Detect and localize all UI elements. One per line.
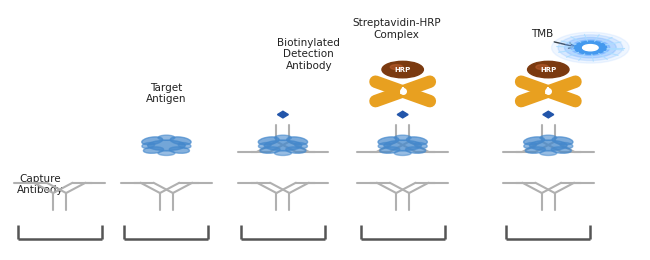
Ellipse shape (259, 142, 271, 148)
Ellipse shape (524, 137, 545, 145)
Ellipse shape (287, 137, 307, 145)
Ellipse shape (540, 151, 556, 155)
Ellipse shape (560, 142, 573, 148)
Ellipse shape (169, 147, 189, 153)
Ellipse shape (395, 151, 411, 155)
Circle shape (558, 35, 623, 61)
Text: Streptavidin-HRP
Complex: Streptavidin-HRP Complex (352, 18, 441, 40)
Circle shape (571, 40, 610, 55)
Ellipse shape (264, 140, 302, 151)
Circle shape (582, 45, 598, 51)
Ellipse shape (524, 142, 536, 148)
Polygon shape (543, 111, 554, 118)
Ellipse shape (286, 147, 306, 153)
Ellipse shape (406, 147, 426, 153)
Ellipse shape (384, 140, 421, 151)
Text: HRP: HRP (395, 67, 411, 73)
Ellipse shape (178, 142, 191, 148)
Text: HRP: HRP (540, 67, 556, 73)
Ellipse shape (551, 147, 571, 153)
Polygon shape (397, 111, 408, 118)
Ellipse shape (148, 140, 185, 151)
Text: TMB: TMB (530, 29, 553, 39)
Ellipse shape (260, 147, 280, 153)
Circle shape (564, 37, 616, 58)
Ellipse shape (158, 151, 175, 155)
Ellipse shape (158, 135, 175, 140)
Ellipse shape (170, 137, 191, 145)
Ellipse shape (294, 142, 307, 148)
Circle shape (528, 61, 569, 78)
Circle shape (574, 41, 606, 54)
Circle shape (382, 61, 423, 78)
Ellipse shape (274, 151, 291, 155)
Ellipse shape (540, 135, 556, 140)
Circle shape (390, 65, 402, 70)
Ellipse shape (144, 147, 164, 153)
Ellipse shape (415, 142, 427, 148)
Ellipse shape (142, 137, 162, 145)
Ellipse shape (274, 135, 291, 140)
Ellipse shape (258, 137, 279, 145)
Ellipse shape (378, 142, 391, 148)
Text: A: A (545, 87, 551, 96)
Text: Target
Antigen: Target Antigen (146, 83, 187, 104)
Ellipse shape (395, 135, 411, 140)
Ellipse shape (552, 137, 573, 145)
Circle shape (552, 32, 629, 63)
Ellipse shape (406, 137, 427, 145)
Ellipse shape (378, 137, 399, 145)
Polygon shape (278, 111, 289, 118)
Text: Capture
Antibody: Capture Antibody (17, 174, 64, 195)
Circle shape (536, 65, 549, 70)
Text: A: A (400, 87, 406, 96)
Ellipse shape (142, 142, 155, 148)
Ellipse shape (380, 147, 400, 153)
Ellipse shape (530, 140, 567, 151)
Text: Biotinylated
Detection
Antibody: Biotinylated Detection Antibody (278, 38, 340, 71)
Ellipse shape (525, 147, 545, 153)
